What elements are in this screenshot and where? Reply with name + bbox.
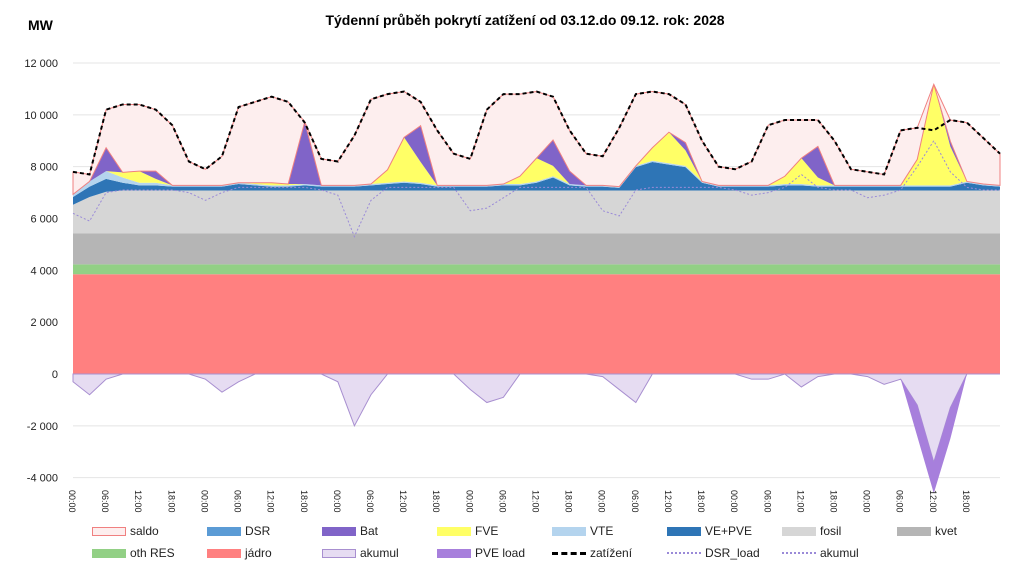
legend-label: jádro xyxy=(245,546,272,560)
x-tick-label: 06:00 xyxy=(497,490,507,513)
legend-label: zatížení xyxy=(590,546,633,560)
x-tick-label: 12:00 xyxy=(795,490,805,513)
y-tick-label: -4 000 xyxy=(27,473,58,485)
legend-label: VTE xyxy=(590,524,614,538)
legend-swatch xyxy=(782,526,816,536)
area-fve xyxy=(73,84,1000,195)
x-tick-label: 18:00 xyxy=(166,490,176,513)
legend-swatch xyxy=(782,552,816,554)
legend-swatch xyxy=(92,526,126,536)
x-tick-label: 12:00 xyxy=(266,490,276,513)
y-tick-label: -2 000 xyxy=(27,421,58,433)
area-bat xyxy=(73,84,1000,195)
legend-item-othres: oth RES xyxy=(92,546,175,560)
legend-label: saldo xyxy=(130,524,159,538)
y-tick-label: 12 000 xyxy=(24,58,58,70)
x-tick-label: 12:00 xyxy=(663,490,673,513)
legend-swatch xyxy=(322,548,356,558)
legend-item-dsr: DSR xyxy=(207,524,270,538)
legend-item-dsr_load: DSR_load xyxy=(667,546,760,560)
x-tick-label: 18:00 xyxy=(564,490,574,513)
area-jadro xyxy=(73,274,1000,374)
chart-title: Týdenní průběh pokrytí zatížení od 03.12… xyxy=(325,12,724,28)
y-tick-label: 0 xyxy=(52,369,58,381)
area-kvet xyxy=(73,233,1000,265)
legend-item-fve: FVE xyxy=(437,524,498,538)
legend-label: oth RES xyxy=(130,546,175,560)
x-tick-label: 18:00 xyxy=(431,490,441,513)
y-tick-label: 6 000 xyxy=(30,214,58,226)
legend-item-saldo: saldo xyxy=(92,524,159,538)
x-tick-label: 18:00 xyxy=(299,490,309,513)
area-pveload xyxy=(73,374,1000,494)
legend-label: VE+PVE xyxy=(705,524,753,538)
x-tick-label: 12:00 xyxy=(531,490,541,513)
x-tick-label: 06:00 xyxy=(100,490,110,513)
x-tick-label: 06:00 xyxy=(630,490,640,513)
x-tick-label: 06:00 xyxy=(233,490,243,513)
legend-label: akumul xyxy=(820,546,859,560)
x-tick-label: 06:00 xyxy=(365,490,375,513)
legend-label: PVE load xyxy=(475,546,526,560)
y-tick-label: 4 000 xyxy=(30,265,58,277)
x-tick-label: 00:00 xyxy=(199,490,209,513)
legend-item-akumul_line: akumul xyxy=(782,546,859,560)
area-othres xyxy=(73,264,1000,275)
area-akumul xyxy=(72,373,1000,464)
x-tick-label: 00:00 xyxy=(67,490,77,513)
legend-swatch xyxy=(897,526,931,536)
x-tick-label: 00:00 xyxy=(464,490,474,513)
legend-item-jadro: jádro xyxy=(207,546,272,560)
y-tick-label: 8 000 xyxy=(30,162,58,174)
x-tick-label: 18:00 xyxy=(961,490,971,513)
legend-label: DSR_load xyxy=(705,546,760,560)
legend-label: kvet xyxy=(935,524,958,538)
legend-item-zatizeni: zatížení xyxy=(552,546,632,560)
x-tick-label: 18:00 xyxy=(696,490,706,513)
x-tick-label: 06:00 xyxy=(762,490,772,513)
legend-item-akumul: akumul xyxy=(322,546,399,560)
line-zatizeni xyxy=(72,90,1001,176)
legend-item-bat: Bat xyxy=(322,524,378,538)
legend-label: akumul xyxy=(360,546,399,560)
legend-label: DSR xyxy=(245,524,271,538)
legend-swatch xyxy=(92,548,126,558)
legend-item-pveload: PVE load xyxy=(437,546,525,560)
legend-item-vte: VTE xyxy=(552,524,613,538)
legend-swatch xyxy=(552,551,586,555)
x-tick-label: 00:00 xyxy=(862,490,872,513)
legend-label: fosil xyxy=(820,524,842,538)
legend-swatch xyxy=(552,526,586,536)
x-tick-label: 18:00 xyxy=(828,490,838,513)
legend-swatch xyxy=(667,526,701,536)
legend-swatch xyxy=(207,548,241,558)
x-tick-label: 12:00 xyxy=(398,490,408,513)
legend-item-fosil: fosil xyxy=(782,524,841,538)
legend-label: FVE xyxy=(475,524,499,538)
area-fosil xyxy=(73,190,1000,234)
area-vepve xyxy=(73,162,1000,205)
x-tick-label: 00:00 xyxy=(729,490,739,513)
x-tick-label: 00:00 xyxy=(597,490,607,513)
y-tick-label: 2 000 xyxy=(30,317,58,329)
y-axis-label: MW xyxy=(28,17,54,33)
legend-swatch xyxy=(207,526,241,536)
legend-swatch xyxy=(322,526,356,536)
legend-swatch xyxy=(437,548,471,558)
legend-swatch xyxy=(667,552,701,554)
legend-item-kvet: kvet xyxy=(897,524,957,538)
x-tick-label: 12:00 xyxy=(928,490,938,513)
legend-label: Bat xyxy=(360,524,379,538)
legend-item-vepve: VE+PVE xyxy=(667,524,752,538)
line-akumul xyxy=(72,139,1000,238)
legend-swatch xyxy=(437,526,471,536)
x-tick-label: 12:00 xyxy=(133,490,143,513)
y-tick-label: 10 000 xyxy=(24,110,58,122)
x-tick-label: 00:00 xyxy=(332,490,342,513)
x-tick-label: 06:00 xyxy=(895,490,905,513)
